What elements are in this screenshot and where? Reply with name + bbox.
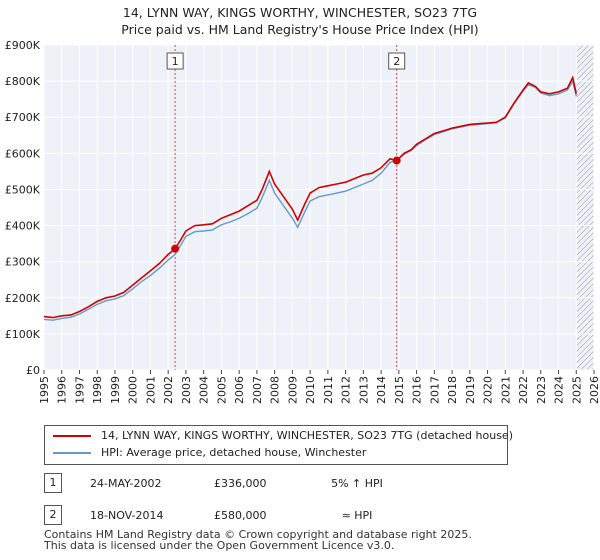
x-tick-label: 2022: [517, 376, 530, 404]
sale-marker-label: 1: [172, 55, 179, 68]
y-tick-label: £100K: [5, 328, 41, 341]
chart-title-block: 14, LYNN WAY, KINGS WORTHY, WINCHESTER, …: [0, 4, 600, 38]
x-tick-label: 1998: [91, 376, 104, 404]
x-tick-label: 2018: [446, 376, 459, 404]
sale-marker-box: [166, 52, 184, 70]
x-tick-label: 2005: [215, 376, 228, 404]
y-tick-label: £400K: [5, 220, 41, 233]
footer-licence: This data is licensed under the Open Gov…: [44, 539, 395, 552]
x-tick-label: 2017: [428, 376, 441, 404]
x-tick-label: 2021: [499, 376, 512, 404]
x-tick-label: 2023: [535, 376, 548, 404]
x-tick-label: 2011: [322, 376, 335, 404]
x-tick-label: 2024: [553, 376, 566, 404]
transaction-date: 24-MAY-2002: [90, 477, 162, 490]
x-tick-label: 2006: [233, 376, 246, 404]
chart-title: 14, LYNN WAY, KINGS WORTHY, WINCHESTER, …: [122, 5, 478, 20]
property-price-line: [43, 75, 578, 319]
legend-label-property: 14, LYNN WAY, KINGS WORTHY, WINCHESTER, …: [101, 429, 513, 442]
y-tick-label: £200K: [5, 292, 41, 305]
x-tick-label: 2002: [162, 376, 175, 404]
transaction-number: 2: [44, 505, 62, 525]
x-tick-label: 2010: [304, 376, 317, 404]
x-tick-label: 2014: [375, 376, 388, 404]
x-tick-label: 2013: [357, 376, 370, 404]
transaction-number: 1: [44, 473, 62, 493]
transaction-row-1: 1 24-MAY-2002 £336,000 5% ↑ HPI: [44, 473, 564, 493]
y-tick-label: £300K: [5, 256, 41, 269]
sale-point: [171, 244, 180, 253]
x-tick-label: 2019: [464, 376, 477, 404]
y-tick-label: £0: [26, 364, 40, 377]
legend-label-hpi: HPI: Average price, detached house, Winc…: [101, 446, 367, 459]
y-tick-label: £800K: [5, 75, 41, 88]
plot-background: [44, 45, 594, 370]
x-tick-label: 1997: [73, 376, 86, 404]
x-tick-label: 2000: [127, 376, 140, 404]
footer: Contains HM Land Registry data © Crown c…: [44, 529, 472, 551]
sale-marker-label: 2: [393, 55, 400, 68]
transaction-price: £580,000: [214, 509, 267, 522]
x-tick-label: 2008: [269, 376, 282, 404]
legend: 14, LYNN WAY, KINGS WORTHY, WINCHESTER, …: [44, 425, 513, 465]
sale-marker-box: [388, 52, 406, 70]
x-tick-label: 2001: [144, 376, 157, 404]
y-tick-label: £500K: [5, 183, 41, 196]
x-tick-label: 2012: [340, 376, 353, 404]
y-tick-label: £600K: [5, 147, 41, 160]
x-tick-label: 2004: [198, 376, 211, 404]
transaction-price: £336,000: [214, 477, 267, 490]
x-tick-label: 1995: [38, 376, 51, 404]
x-tick-label: 1996: [56, 376, 69, 404]
x-tick-label: 2020: [482, 376, 495, 404]
transaction-hpi-relation: ≈ HPI: [341, 509, 373, 522]
x-tick-label: 2015: [393, 376, 406, 404]
y-tick-label: £900K: [5, 39, 41, 52]
price-chart: £0 £100K £200K £300K £400K £500K £600K £700K £80…: [5, 39, 600, 404]
forecast-region: [576, 45, 594, 370]
x-tick-label: 2003: [180, 376, 193, 404]
x-tick-label: 2007: [251, 376, 264, 404]
legend-swatch-hpi: [53, 452, 91, 454]
y-tick-label: £700K: [5, 111, 41, 124]
x-tick-label: 1999: [109, 376, 122, 404]
legend-swatch-property: [53, 435, 91, 437]
transaction-date: 18-NOV-2014: [90, 509, 164, 522]
chart-subtitle: Price paid vs. HM Land Registry's House …: [121, 22, 479, 37]
transaction-row-2: 2 18-NOV-2014 £580,000 ≈ HPI: [44, 505, 564, 525]
footer-copyright: Contains HM Land Registry data © Crown c…: [44, 528, 472, 541]
sale-point: [392, 156, 401, 165]
transaction-hpi-relation: 5% ↑ HPI: [331, 477, 383, 490]
x-tick-label: 2025: [570, 376, 583, 404]
x-tick-label: 2016: [411, 376, 424, 404]
x-tick-label: 2026: [588, 376, 600, 404]
x-tick-label: 2009: [286, 376, 299, 404]
